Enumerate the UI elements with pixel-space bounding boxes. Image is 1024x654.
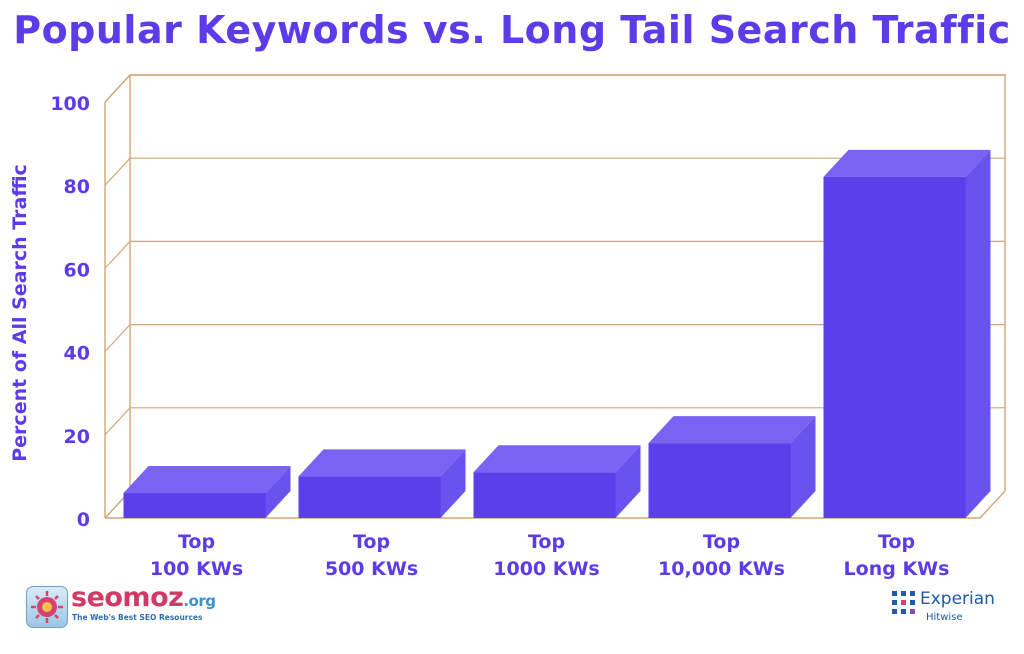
y-tick-labels: 0 20 40 60 80 100 xyxy=(50,93,90,531)
gridline xyxy=(104,157,1005,186)
experian-wordmark: Experian xyxy=(920,589,995,609)
bar-front xyxy=(123,493,266,518)
bar xyxy=(298,449,466,518)
experian-dots-icon xyxy=(892,591,915,614)
hitwise-wordmark: Hitwise xyxy=(926,612,963,623)
bar xyxy=(823,149,991,518)
x-tick-labels: Top 100 KWs Top 500 KWs Top 1000 KWs Top 10,000… xyxy=(150,531,950,580)
y-tick-label: 60 xyxy=(64,259,90,281)
x-tick-label: Top 10,000 KWs xyxy=(658,531,785,580)
bar-side xyxy=(440,449,466,518)
bar-front xyxy=(648,443,791,518)
y-axis-label: Percent of All Search Traffic xyxy=(9,164,31,462)
bar-front xyxy=(823,176,966,518)
x-tick-label: Top 1000 KWs xyxy=(493,531,600,580)
gridline xyxy=(104,74,1005,103)
bar xyxy=(123,466,291,518)
experian-logo: Experian Hitwise xyxy=(890,588,1010,632)
bar-top xyxy=(823,149,991,177)
bar-top xyxy=(648,416,816,444)
seomoz-logo: seomoz.org The Web's Best SEO Resources xyxy=(26,582,236,630)
y-tick-label: 100 xyxy=(50,93,90,115)
bar-top xyxy=(298,449,466,477)
bar-front xyxy=(298,476,441,518)
bar-top xyxy=(473,445,641,473)
y-tick-label: 0 xyxy=(77,509,90,531)
bar-side xyxy=(265,466,291,518)
bars xyxy=(123,149,991,518)
x-tick-label: Top Long KWs xyxy=(844,531,950,580)
seomoz-wordmark: seomoz.org xyxy=(71,582,216,613)
seomoz-tagline: The Web's Best SEO Resources xyxy=(72,613,203,622)
bar-side xyxy=(965,149,991,518)
x-tick-label: Top 100 KWs xyxy=(150,531,243,580)
y-tick-label: 20 xyxy=(64,426,90,448)
y-tick-label: 40 xyxy=(64,343,90,365)
bar-side xyxy=(790,416,816,518)
gridlines xyxy=(104,74,1005,436)
bar xyxy=(648,416,816,518)
y-tick-label: 80 xyxy=(64,176,90,198)
bar-side xyxy=(615,445,641,518)
gridline xyxy=(104,240,1005,269)
gridline xyxy=(104,324,1005,353)
gridline xyxy=(104,407,1005,436)
sun-icon xyxy=(26,586,68,628)
x-tick-label: Top 500 KWs xyxy=(325,531,418,580)
bar-top xyxy=(123,466,291,494)
chart-title: Popular Keywords vs. Long Tail Search Tr… xyxy=(13,8,1011,52)
bar xyxy=(473,445,641,518)
bar-front xyxy=(473,472,616,518)
